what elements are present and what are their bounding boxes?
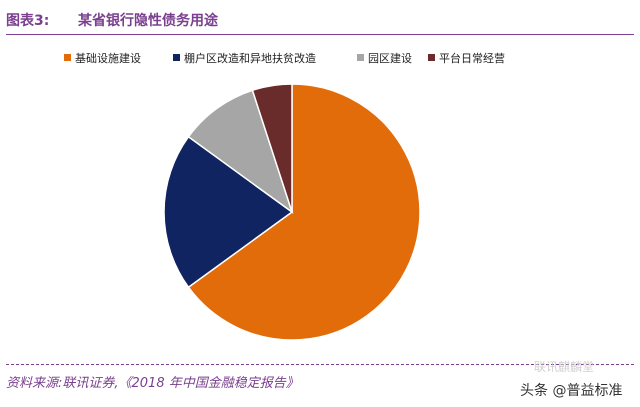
pie-slice-1 bbox=[187, 83, 421, 341]
source-note: 资料来源:联讯证券,《2018 年中国金融稳定报告》 bbox=[6, 376, 299, 391]
legend-label-1: 基础设施建设 bbox=[75, 51, 141, 65]
legend-label-2: 棚户区改造和异地扶贫改造 bbox=[184, 51, 316, 65]
figure-header: 图表3: 某省银行隐性债务用途 bbox=[6, 4, 634, 35]
legend-label-4: 平台日常经营 bbox=[439, 51, 505, 65]
figure-label: 图表3: bbox=[6, 13, 50, 29]
legend-label-3: 园区建设 bbox=[368, 51, 412, 65]
pie-slice-4 bbox=[251, 83, 293, 213]
legend-swatch-3 bbox=[357, 54, 364, 61]
pie-slice-2 bbox=[163, 135, 294, 289]
pie-slices bbox=[163, 83, 421, 341]
legend-swatch-1 bbox=[64, 54, 71, 61]
pie-slice-3 bbox=[187, 89, 294, 214]
chart-title: 某省银行隐性债务用途 bbox=[78, 13, 218, 29]
chart-legend: 基础设施建设 棚户区改造和异地扶贫改造 园区建设 平台日常经营 bbox=[64, 51, 505, 65]
footer-divider bbox=[6, 364, 634, 366]
watermark-main: 头条 @普益标准 bbox=[520, 383, 623, 399]
legend-swatch-4 bbox=[428, 54, 435, 61]
watermark-top: 联讯麒麟堂 bbox=[534, 360, 595, 374]
legend-swatch-2 bbox=[173, 54, 180, 61]
